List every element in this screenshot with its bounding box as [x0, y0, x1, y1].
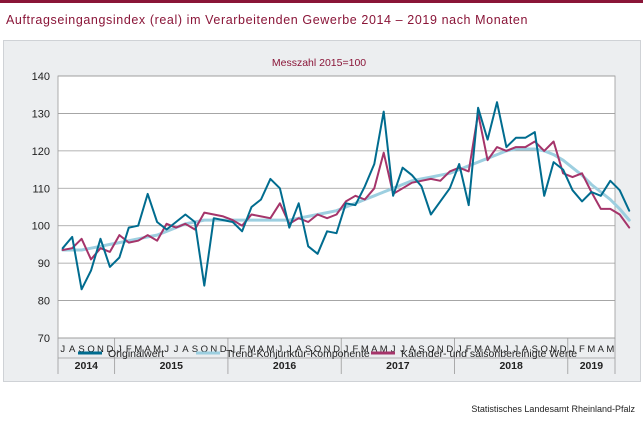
x-month-label: M [606, 344, 614, 355]
x-month-label: A [258, 344, 265, 355]
x-month-label: S [305, 344, 311, 355]
y-tick-label: 130 [32, 108, 50, 120]
y-tick-label: 140 [32, 71, 50, 83]
chart-subtitle: Messzahl 2015=100 [272, 57, 366, 69]
x-month-label: S [192, 344, 198, 355]
x-year-label: 2014 [75, 360, 99, 372]
x-month-label: S [532, 344, 538, 355]
x-month-label: F [239, 344, 245, 355]
x-month-label: D [446, 344, 453, 355]
plot-area [57, 75, 616, 339]
x-month-label: N [97, 344, 104, 355]
x-month-label: J [174, 344, 179, 355]
x-month-label: A [409, 344, 416, 355]
x-year-label: 2016 [273, 360, 297, 372]
y-tick-label: 120 [32, 146, 50, 158]
x-month-label: N [324, 344, 331, 355]
x-month-label: J [287, 344, 292, 355]
x-month-label: N [550, 344, 557, 355]
source-note: Statistisches Landesamt Rheinland-Pfalz [471, 404, 635, 414]
x-month-label: M [153, 344, 161, 355]
header-accent-bar [0, 0, 643, 3]
x-month-label: O [314, 344, 321, 355]
x-year-label: 2017 [386, 360, 410, 372]
legend-label: Kalender- und saisonbereinigte Werte [401, 348, 577, 360]
x-month-label: F [579, 344, 585, 355]
x-month-label: J [513, 344, 518, 355]
x-month-label: A [69, 344, 76, 355]
legend-label: Originalwert [108, 348, 164, 360]
x-month-label: A [522, 344, 529, 355]
x-month-label: J [400, 344, 405, 355]
x-month-label: J [117, 344, 122, 355]
x-year-label: 2015 [160, 360, 184, 372]
x-month-label: A [182, 344, 189, 355]
x-month-label: J [277, 344, 282, 355]
x-month-label: J [230, 344, 235, 355]
x-year-label: 2019 [580, 360, 604, 372]
y-tick-label: 80 [38, 296, 50, 308]
x-month-label: M [134, 344, 142, 355]
x-month-label: A [371, 344, 378, 355]
x-month-label: M [361, 344, 369, 355]
y-tick-label: 70 [38, 333, 50, 345]
series-lines [61, 101, 631, 291]
x-month-label: O [427, 344, 434, 355]
x-month-label: M [380, 344, 388, 355]
series-line-originalwert [61, 101, 631, 291]
series-line-kalender-saisonbereinigt [61, 112, 631, 261]
x-month-label: O [540, 344, 547, 355]
x-month-label: F [466, 344, 472, 355]
y-tick-label: 110 [32, 183, 50, 195]
x-month-label: M [248, 344, 256, 355]
x-month-label: M [266, 344, 274, 355]
y-axis: 70 80 90 100 110 120 130 140 [32, 71, 50, 345]
x-month-label: F [352, 344, 358, 355]
x-month-label: S [418, 344, 424, 355]
x-month-label: A [598, 344, 605, 355]
x-month-label: J [164, 344, 169, 355]
chart-panel: Messzahl 2015=100 70 80 90 100 110 120 130 140 … [3, 40, 641, 382]
y-tick-label: 90 [38, 258, 50, 270]
x-month-label: O [87, 344, 94, 355]
x-month-label: F [126, 344, 132, 355]
x-month-label: A [145, 344, 152, 355]
line-chart: Messzahl 2015=100 708090100110120130140 … [32, 57, 631, 374]
x-month-label: M [474, 344, 482, 355]
x-month-label: N [210, 344, 217, 355]
x-year-label: 2018 [499, 360, 523, 372]
legend: Originalwert Trend-Konjunktur-Komponente K… [78, 348, 577, 360]
x-month-label: J [391, 344, 396, 355]
x-month-label: D [106, 344, 113, 355]
series-line-trend-konjunktur [61, 147, 631, 252]
x-month-label: J [344, 344, 349, 355]
x-month-label: A [484, 344, 491, 355]
x-month-label: M [587, 344, 595, 355]
x-month-label: D [220, 344, 227, 355]
x-month-label: A [296, 344, 303, 355]
x-month-label: J [60, 344, 65, 355]
x-month-label: O [201, 344, 208, 355]
x-month-label: D [333, 344, 340, 355]
x-month-label: J [457, 344, 462, 355]
x-month-label: D [560, 344, 567, 355]
x-month-label: S [78, 344, 84, 355]
y-tick-label: 100 [32, 221, 50, 233]
grid-lines [57, 75, 616, 339]
page-title: Auftragseingangsindex (real) im Verarbei… [6, 13, 529, 27]
x-month-label: J [570, 344, 575, 355]
x-month-label: N [437, 344, 444, 355]
x-month-label: J [504, 344, 509, 355]
x-month-label: M [493, 344, 501, 355]
legend-label: Trend-Konjunktur-Komponente [226, 348, 370, 360]
